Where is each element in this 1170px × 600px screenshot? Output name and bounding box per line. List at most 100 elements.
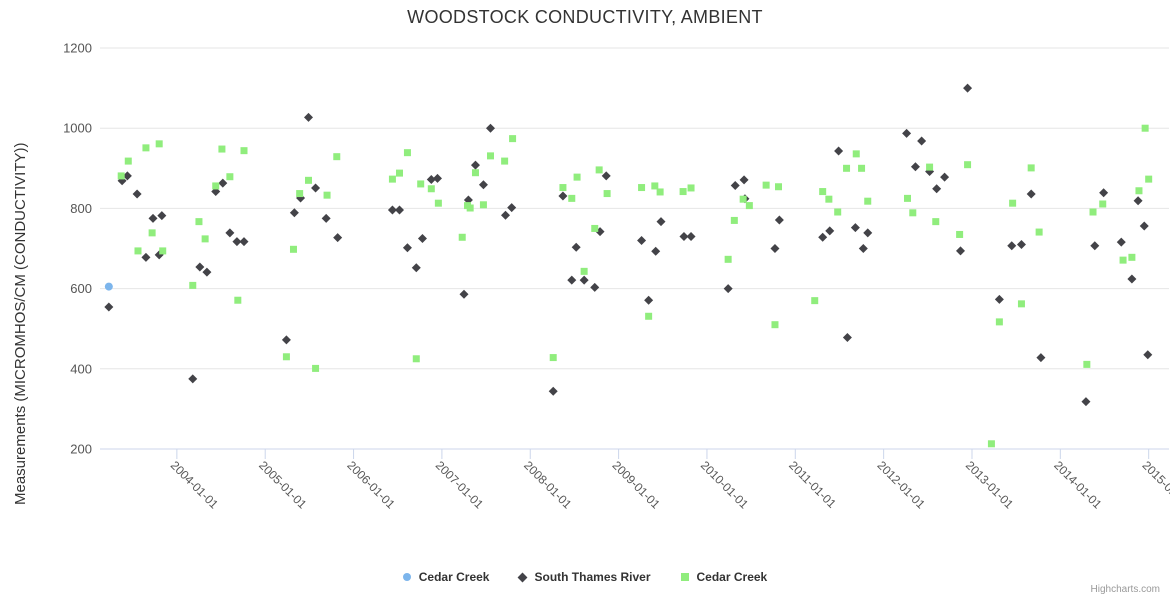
data-point[interactable] xyxy=(1145,175,1153,183)
data-point[interactable] xyxy=(595,166,603,174)
data-point[interactable] xyxy=(1127,274,1137,284)
data-point[interactable] xyxy=(579,275,589,285)
data-point[interactable] xyxy=(159,247,167,255)
data-point[interactable] xyxy=(987,440,995,448)
data-point[interactable] xyxy=(811,297,819,305)
data-point[interactable] xyxy=(932,184,942,194)
data-point[interactable] xyxy=(311,183,321,193)
data-point[interactable] xyxy=(239,237,249,247)
data-point[interactable] xyxy=(686,231,696,241)
data-point[interactable] xyxy=(903,194,911,202)
data-point[interactable] xyxy=(142,144,150,152)
data-point[interactable] xyxy=(863,228,873,238)
data-point[interactable] xyxy=(501,157,509,165)
data-point[interactable] xyxy=(651,246,661,256)
data-point[interactable] xyxy=(558,191,568,201)
data-point[interactable] xyxy=(466,204,474,212)
data-point[interactable] xyxy=(189,281,197,289)
data-point[interactable] xyxy=(1133,196,1143,206)
data-point[interactable] xyxy=(548,386,558,396)
data-point[interactable] xyxy=(1116,237,1126,247)
data-point[interactable] xyxy=(417,233,427,243)
data-point[interactable] xyxy=(155,140,163,148)
data-point[interactable] xyxy=(1036,353,1046,363)
data-point[interactable] xyxy=(471,169,479,177)
data-point[interactable] xyxy=(1141,124,1149,132)
data-point[interactable] xyxy=(232,237,242,247)
data-point[interactable] xyxy=(303,112,313,122)
data-point[interactable] xyxy=(917,136,927,146)
data-point[interactable] xyxy=(775,183,783,191)
legend-item-cedar-creek-1[interactable]: Cedar Creek xyxy=(402,570,489,584)
data-point[interactable] xyxy=(1016,239,1026,249)
data-point[interactable] xyxy=(1143,350,1153,360)
data-point[interactable] xyxy=(601,171,611,181)
data-point[interactable] xyxy=(509,135,517,143)
data-point[interactable] xyxy=(148,229,156,237)
data-point[interactable] xyxy=(458,233,466,241)
data-point[interactable] xyxy=(571,242,581,252)
data-point[interactable] xyxy=(478,180,488,190)
data-point[interactable] xyxy=(148,213,158,223)
data-point[interactable] xyxy=(304,176,312,184)
data-point[interactable] xyxy=(202,267,212,277)
data-point[interactable] xyxy=(157,211,167,221)
data-point[interactable] xyxy=(825,226,835,236)
data-point[interactable] xyxy=(201,235,209,243)
data-point[interactable] xyxy=(141,252,151,262)
data-point[interactable] xyxy=(819,188,827,196)
data-point[interactable] xyxy=(762,181,770,189)
data-point[interactable] xyxy=(195,262,205,272)
data-point[interactable] xyxy=(956,246,966,256)
data-point[interactable] xyxy=(964,161,972,169)
data-point[interactable] xyxy=(470,160,480,170)
data-point[interactable] xyxy=(486,152,494,160)
data-point[interactable] xyxy=(926,163,934,171)
data-point[interactable] xyxy=(459,289,469,299)
data-point[interactable] xyxy=(651,182,659,190)
data-point[interactable] xyxy=(858,244,868,253)
data-point[interactable] xyxy=(412,355,420,363)
data-point[interactable] xyxy=(590,282,600,292)
data-point[interactable] xyxy=(1007,241,1017,251)
data-point[interactable] xyxy=(858,164,866,172)
data-point[interactable] xyxy=(843,164,851,172)
data-point[interactable] xyxy=(679,231,689,241)
data-point[interactable] xyxy=(282,353,290,361)
data-point[interactable] xyxy=(995,318,1003,326)
data-point[interactable] xyxy=(402,243,412,253)
data-point[interactable] xyxy=(104,302,114,312)
data-point[interactable] xyxy=(388,175,396,183)
data-point[interactable] xyxy=(188,374,198,384)
data-point[interactable] xyxy=(730,216,738,224)
data-point[interactable] xyxy=(426,175,436,185)
data-point[interactable] xyxy=(850,223,860,233)
data-point[interactable] xyxy=(1009,199,1017,207)
data-point[interactable] xyxy=(333,233,343,243)
data-point[interactable] xyxy=(909,209,917,217)
data-point[interactable] xyxy=(770,244,780,253)
data-point[interactable] xyxy=(730,181,740,191)
data-point[interactable] xyxy=(218,178,228,188)
data-point[interactable] xyxy=(501,210,511,220)
data-point[interactable] xyxy=(387,205,397,215)
data-point[interactable] xyxy=(956,230,964,238)
data-point[interactable] xyxy=(739,195,747,203)
data-point[interactable] xyxy=(940,172,950,182)
data-point[interactable] xyxy=(1035,228,1043,236)
data-point[interactable] xyxy=(679,188,687,196)
data-point[interactable] xyxy=(591,224,599,232)
data-point[interactable] xyxy=(117,172,125,180)
data-point[interactable] xyxy=(745,202,753,210)
data-point[interactable] xyxy=(825,195,833,203)
data-point[interactable] xyxy=(132,189,142,199)
data-point[interactable] xyxy=(559,184,567,192)
data-point[interactable] xyxy=(834,208,842,216)
data-point[interactable] xyxy=(218,145,226,153)
data-point[interactable] xyxy=(434,199,442,207)
data-point[interactable] xyxy=(312,364,320,372)
data-point[interactable] xyxy=(432,173,442,183)
data-point[interactable] xyxy=(225,228,235,238)
data-point[interactable] xyxy=(1099,188,1109,198)
data-point[interactable] xyxy=(479,201,487,209)
